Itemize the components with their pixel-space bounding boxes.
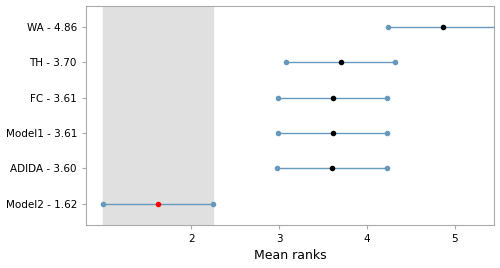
Bar: [104, 6, 212, 225]
X-axis label: Mean ranks: Mean ranks: [254, 250, 326, 262]
